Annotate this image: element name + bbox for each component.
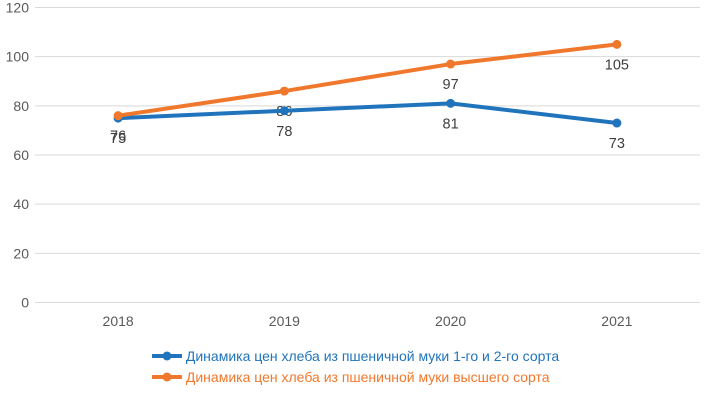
x-axis-tick-label: 2020 — [435, 313, 466, 329]
data-point-marker — [113, 111, 123, 121]
data-point-marker — [612, 118, 622, 128]
x-axis-tick-label: 2019 — [269, 313, 300, 329]
legend-line-marker-icon — [151, 351, 182, 361]
data-label: 75 — [110, 131, 126, 147]
legend-item-series-2: Динамика цен хлеба из пшеничной муки выс… — [151, 369, 550, 385]
y-axis-tick-label: 0 — [21, 295, 29, 311]
data-point-marker — [279, 106, 289, 116]
series-line — [116, 42, 619, 118]
data-label: 97 — [443, 77, 459, 93]
y-axis-tick-label: 80 — [13, 98, 29, 114]
legend-label-series-1: Динамика цен хлеба из пшеничной муки 1-г… — [185, 348, 560, 364]
data-point-marker — [446, 59, 456, 69]
legend-item-series-1: Динамика цен хлеба из пшеничной муки 1-г… — [151, 348, 560, 364]
legend-line-marker-icon — [151, 372, 182, 382]
y-axis-tick-label: 20 — [13, 245, 29, 261]
data-point-marker — [446, 98, 456, 108]
data-label: 78 — [276, 124, 292, 140]
data-point-marker — [612, 39, 622, 49]
data-point-marker — [279, 86, 289, 96]
data-label: 73 — [609, 136, 625, 152]
y-axis-tick-label: 120 — [6, 0, 30, 16]
data-label: 76 — [110, 129, 126, 145]
y-axis-tick-label: 60 — [13, 147, 29, 163]
y-axis-tick-label: 40 — [13, 196, 29, 212]
data-label: 81 — [443, 116, 459, 132]
data-label: 105 — [605, 57, 629, 73]
chart-legend: Динамика цен хлеба из пшеничной муки 1-г… — [151, 348, 560, 385]
x-axis-tick-label: 2021 — [601, 313, 632, 329]
y-axis-tick-label: 100 — [6, 49, 30, 65]
line-chart-plot-area: 0204060801001202018201920202021768697105… — [6, 0, 700, 329]
legend-label-series-2: Динамика цен хлеба из пшеничной муки выс… — [185, 369, 550, 385]
x-axis-tick-label: 2018 — [103, 313, 134, 329]
series-line — [116, 101, 619, 126]
